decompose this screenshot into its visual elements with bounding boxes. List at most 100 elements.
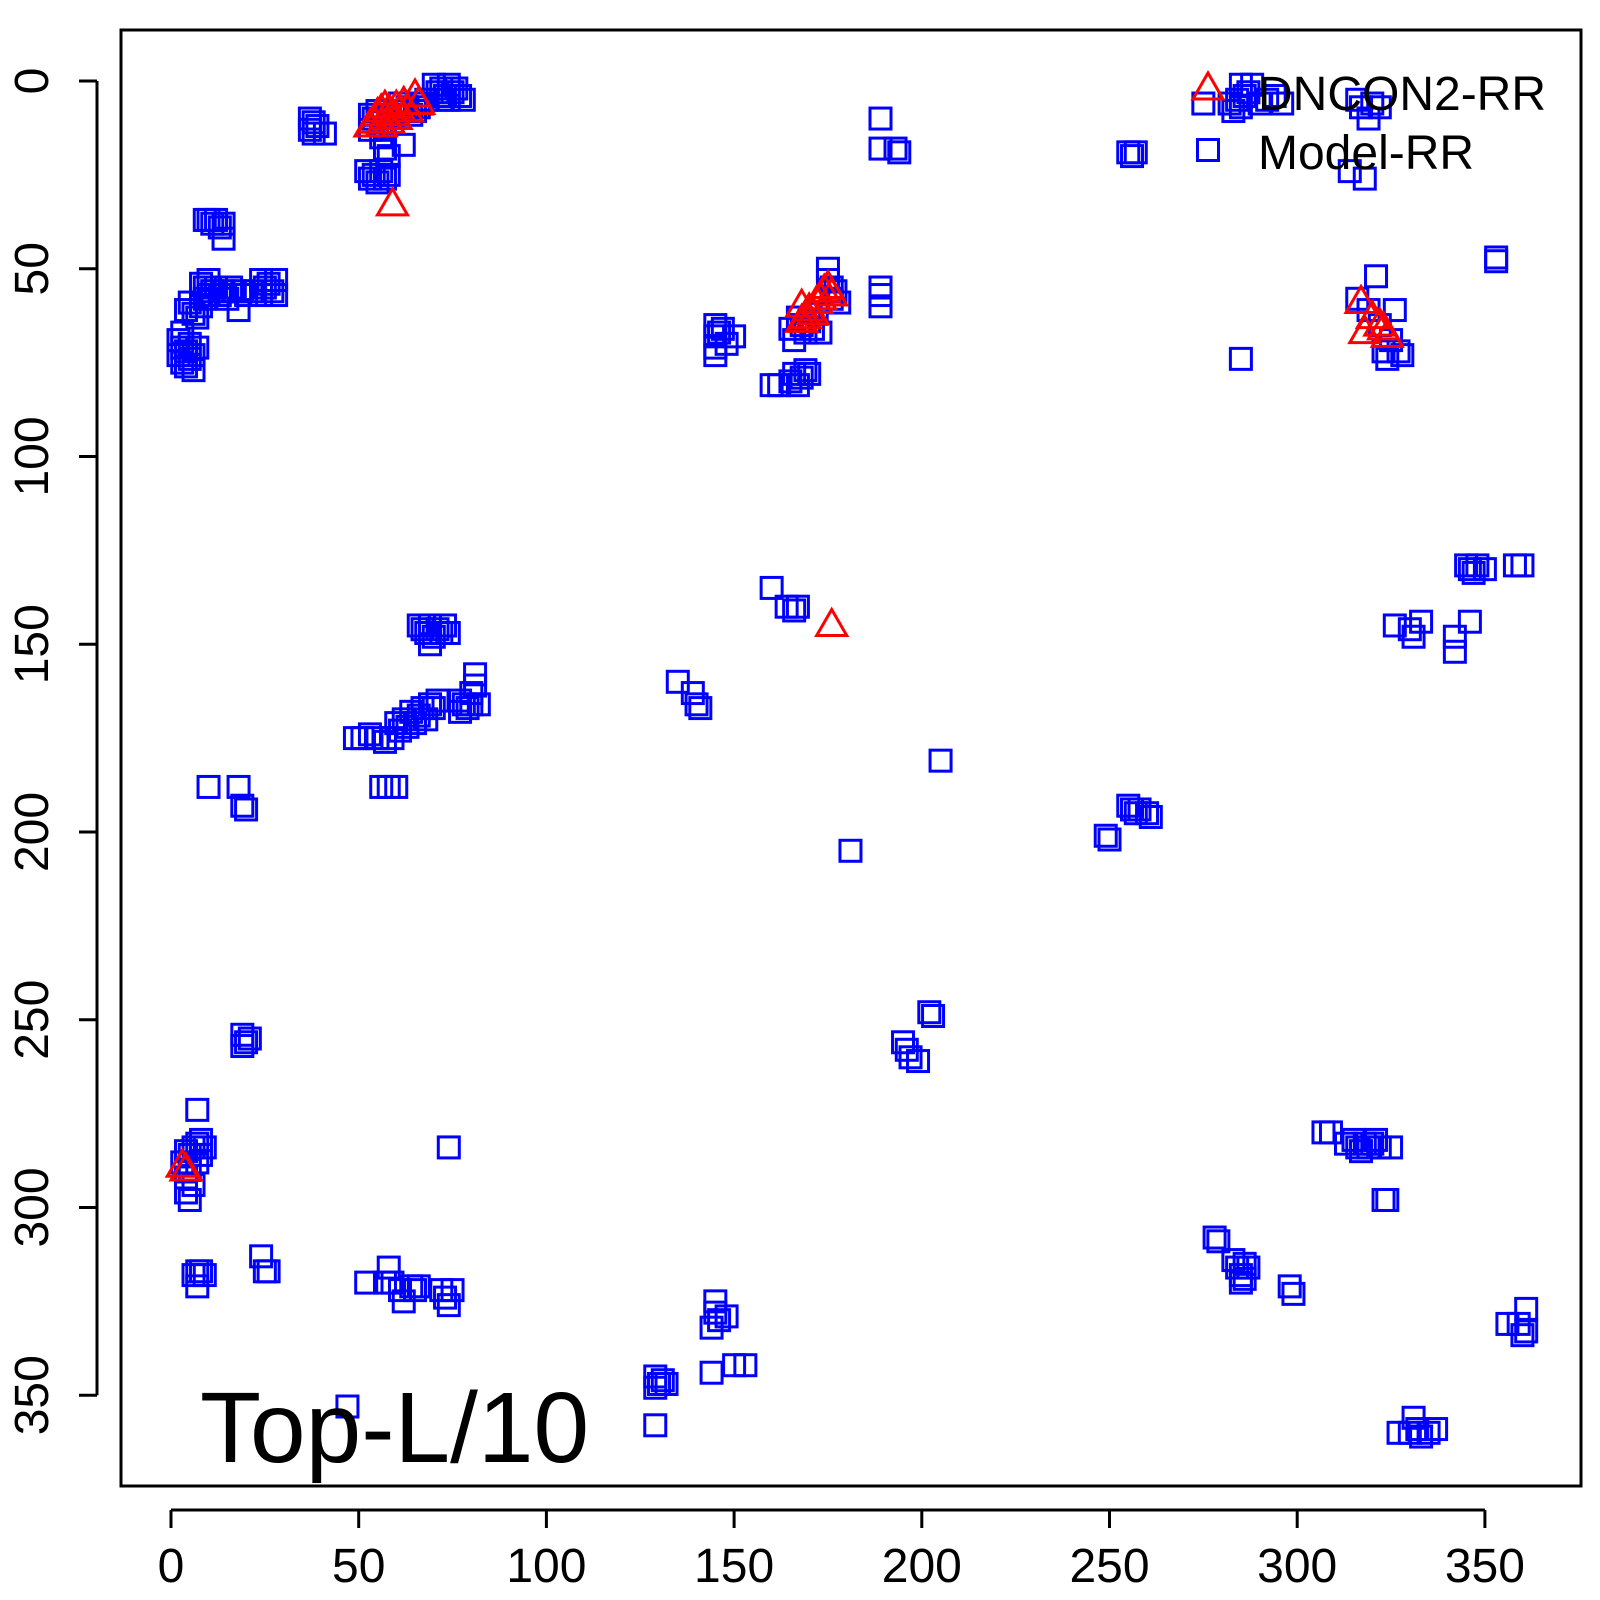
dncon2-rr-point: [814, 606, 850, 637]
model-rr-point: [1262, 84, 1287, 109]
model-rr-point: [226, 298, 251, 323]
model-rr-point: [211, 226, 236, 251]
model-rr-point: [200, 279, 225, 304]
model-rr-point: [181, 343, 206, 368]
model-rr-point: [684, 692, 709, 717]
x-tick-label: 50: [332, 1540, 385, 1593]
model-rr-point: [192, 1263, 217, 1288]
model-rr-point: [1232, 1251, 1257, 1276]
y-tick-label: 50: [6, 242, 59, 295]
model-rr-point: [440, 1278, 465, 1303]
model-rr-point: [898, 1045, 923, 1070]
model-rr-point: [376, 162, 401, 187]
model-rr-point: [1135, 801, 1160, 826]
model-rr-point: [234, 283, 259, 308]
model-rr-point: [177, 1187, 202, 1212]
model-rr-point: [707, 1308, 732, 1333]
model-rr-point: [1247, 91, 1272, 116]
y-axis: 0 50 100 150 200 250 300 350: [6, 68, 99, 1435]
model-rr-point: [1277, 1274, 1302, 1299]
model-rr-point: [305, 114, 330, 139]
dncon2-rr-point: [168, 1150, 204, 1182]
model-rr-point: [797, 361, 822, 386]
model-rr-point: [1514, 1319, 1539, 1344]
model-rr-point: [1352, 166, 1377, 191]
y-tick-label: 100: [6, 416, 59, 496]
model-rr-point: [297, 117, 322, 142]
model-rr-point: [722, 324, 747, 349]
model-rr-point: [1442, 639, 1467, 664]
y-tick-label: 250: [6, 980, 59, 1060]
x-tick-label: 100: [506, 1540, 586, 1593]
model-rr-point: [391, 132, 416, 157]
model-rr-point: [733, 1353, 758, 1378]
model-rr-point: [372, 166, 397, 191]
model-rr-point: [1416, 1420, 1441, 1445]
x-tick-label: 0: [158, 1540, 185, 1593]
model-rr-point: [1093, 823, 1118, 848]
model-rr-point: [714, 1304, 739, 1329]
model-rr-point: [650, 1368, 675, 1393]
model-rr-point: [1382, 298, 1407, 323]
x-tick-label: 300: [1257, 1540, 1337, 1593]
legend-marker-model-rr: [1196, 138, 1220, 162]
model-rr-point: [174, 1180, 199, 1205]
model-rr-point: [181, 1172, 206, 1197]
model-rr-point: [463, 662, 488, 687]
model-rr-point: [1240, 72, 1265, 97]
model-rr-point: [192, 275, 217, 300]
model-rr-point: [1484, 249, 1509, 274]
model-rr-point: [264, 268, 289, 293]
model-rr-point: [418, 632, 443, 657]
legend-square-marker: [1196, 138, 1220, 162]
x-axis: 0 50 100 150 200 250 300 350: [158, 1508, 1525, 1593]
model-rr-point: [451, 87, 476, 112]
y-tick-label: 150: [6, 604, 59, 684]
legend-marker-dncon2-rr: [1190, 69, 1226, 101]
dncon2-rr-points: [164, 77, 1405, 1182]
model-rr-point: [1281, 1281, 1306, 1306]
model-rr-point: [1364, 264, 1389, 289]
legend-triangle-marker: [1190, 69, 1226, 101]
model-rr-point: [921, 1003, 946, 1028]
model-rr-point: [425, 688, 450, 713]
legend: DNCON2-RR Model-RR: [1190, 68, 1546, 180]
model-rr-point: [868, 106, 893, 131]
model-rr-point: [211, 211, 236, 236]
model-rr-point: [1228, 346, 1253, 371]
model-rr-point: [354, 1270, 379, 1295]
model-rr-point: [1337, 159, 1362, 184]
model-rr-point: [759, 575, 784, 600]
model-rr-point: [1206, 1229, 1231, 1254]
model-rr-point: [376, 1255, 401, 1280]
model-rr-point: [204, 207, 229, 232]
model-rr-point: [793, 358, 818, 383]
model-rr-point: [1120, 144, 1145, 169]
legend-label-model-rr: Model-RR: [1258, 127, 1474, 180]
model-rr-point: [436, 87, 461, 112]
y-tick-label: 200: [6, 792, 59, 872]
model-rr-point: [185, 335, 210, 360]
model-rr-point: [1472, 557, 1497, 582]
model-rr-point: [230, 793, 255, 818]
model-rr-point: [234, 797, 259, 822]
model-rr-point: [189, 1259, 214, 1284]
model-rr-point: [891, 1030, 916, 1055]
model-rr-point: [226, 774, 251, 799]
model-rr-point: [418, 692, 443, 717]
model-rr-point: [365, 726, 390, 751]
model-rr-point: [714, 331, 739, 356]
model-rr-point: [1465, 553, 1490, 578]
model-rr-point: [887, 140, 912, 165]
model-rr-point: [1360, 91, 1385, 116]
model-rr-point: [928, 748, 953, 773]
model-rr-point: [185, 1097, 210, 1122]
model-rr-point: [699, 1360, 724, 1385]
model-rr-point: [403, 1278, 428, 1303]
model-rr-point: [868, 294, 893, 319]
model-rr-point: [433, 613, 458, 638]
model-rr-point: [838, 838, 863, 863]
model-rr-point: [1457, 609, 1482, 634]
